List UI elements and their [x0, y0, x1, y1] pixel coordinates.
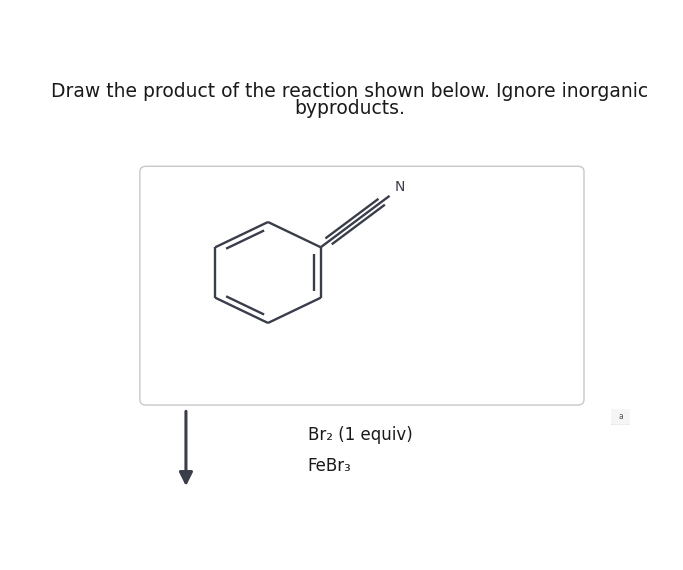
FancyBboxPatch shape: [140, 166, 584, 405]
Text: FeBr₃: FeBr₃: [308, 457, 352, 475]
Text: byproducts.: byproducts.: [294, 99, 406, 118]
FancyBboxPatch shape: [611, 408, 631, 425]
Text: N: N: [395, 180, 405, 194]
Text: Br₂ (1 equiv): Br₂ (1 equiv): [308, 426, 413, 444]
Text: a: a: [619, 412, 623, 421]
Text: Draw the product of the reaction shown below. Ignore inorganic: Draw the product of the reaction shown b…: [51, 83, 649, 101]
